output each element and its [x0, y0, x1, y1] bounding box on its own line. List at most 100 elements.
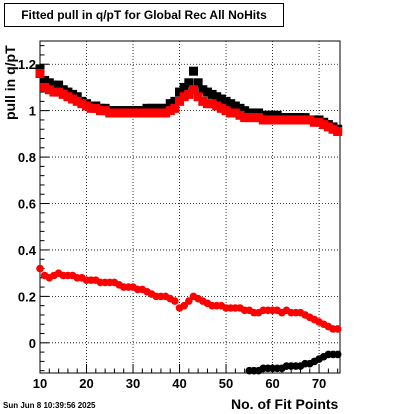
data-point [86, 103, 96, 113]
data-point [63, 87, 73, 97]
x-axis-label: No. of Fit Points [231, 396, 339, 412]
plot-frame [39, 40, 341, 374]
data-point [95, 106, 105, 116]
data-point [142, 108, 152, 118]
data-point [235, 110, 245, 120]
data-point [72, 96, 82, 106]
data-point [244, 108, 254, 118]
data-point [244, 113, 254, 123]
data-point [128, 108, 138, 118]
data-point [309, 117, 319, 127]
data-point [226, 99, 236, 109]
data-point [133, 108, 143, 118]
data-point [230, 101, 240, 111]
data-point [49, 87, 59, 97]
data-point [171, 297, 179, 305]
x-tick-label: 50 [219, 376, 233, 391]
data-point [100, 106, 110, 116]
data-point [221, 96, 231, 106]
data-point [216, 103, 226, 113]
data-point [40, 75, 50, 85]
data-point [68, 94, 78, 104]
x-tick-label: 40 [172, 376, 186, 391]
data-point [198, 96, 208, 106]
data-point [137, 108, 147, 118]
x-tick-label: 70 [312, 376, 326, 391]
data-point [105, 108, 115, 118]
data-point [123, 108, 133, 118]
grid-lines [40, 41, 340, 373]
data-point [156, 108, 166, 118]
data-point [268, 115, 278, 125]
data-point [109, 108, 119, 118]
data-point [323, 122, 333, 132]
data-point [333, 350, 342, 359]
data-point [44, 78, 54, 88]
y-tick-label: 0.8 [18, 150, 36, 165]
data-point [295, 115, 305, 125]
data-point [305, 115, 315, 125]
data-point [282, 115, 292, 125]
data-point [319, 120, 329, 130]
data-point [179, 92, 189, 102]
data-point [49, 80, 59, 90]
data-point [263, 115, 273, 125]
data-point [230, 108, 240, 118]
data-point [221, 106, 231, 116]
data-point [207, 99, 217, 109]
data-point [156, 103, 166, 113]
data-point [226, 108, 236, 118]
y-tick-label: 0 [29, 336, 36, 351]
data-point [263, 110, 273, 120]
data-point [119, 108, 129, 118]
data-point [202, 87, 212, 97]
y-tick-label: 1.2 [18, 57, 36, 72]
data-point [202, 99, 212, 109]
series-2 [36, 264, 342, 333]
y-tick-label: 1 [29, 104, 36, 119]
data-point [188, 85, 198, 95]
data-point [254, 108, 264, 118]
data-point [82, 101, 92, 111]
data-point [291, 115, 301, 125]
y-tick-labels: 0 0.2 0.4 0.6 0.8 1 1.2 [18, 57, 37, 351]
data-point [193, 92, 203, 102]
data-point [175, 96, 185, 106]
x-tick-label: 20 [79, 376, 93, 391]
data-point [142, 103, 152, 113]
data-point [272, 110, 282, 120]
data-point [240, 106, 250, 116]
series-3 [245, 350, 342, 375]
data-point [58, 89, 68, 99]
data-point [184, 78, 194, 88]
data-point [58, 85, 68, 95]
data-point [36, 264, 44, 273]
data-series [35, 64, 343, 375]
data-point [77, 99, 87, 109]
data-point [185, 297, 193, 305]
data-point [286, 115, 296, 125]
data-point [180, 301, 188, 310]
data-point [114, 108, 124, 118]
data-point [72, 92, 82, 102]
data-point [175, 87, 185, 97]
data-point [40, 82, 50, 92]
data-point [249, 108, 259, 118]
data-point [170, 96, 180, 106]
data-point [314, 117, 324, 127]
data-point [151, 103, 161, 113]
data-point [54, 87, 64, 97]
data-point [184, 89, 194, 99]
data-point [333, 325, 342, 333]
data-point [300, 115, 310, 125]
y-axis-label: pull in q/pT [2, 45, 18, 120]
data-point [240, 113, 250, 123]
data-point [193, 78, 203, 88]
data-point [91, 103, 101, 113]
data-point [170, 103, 180, 113]
data-point [179, 82, 189, 92]
x-tick-label: 10 [33, 376, 47, 391]
data-point [216, 94, 226, 104]
data-point [198, 85, 208, 95]
data-point [268, 110, 278, 120]
